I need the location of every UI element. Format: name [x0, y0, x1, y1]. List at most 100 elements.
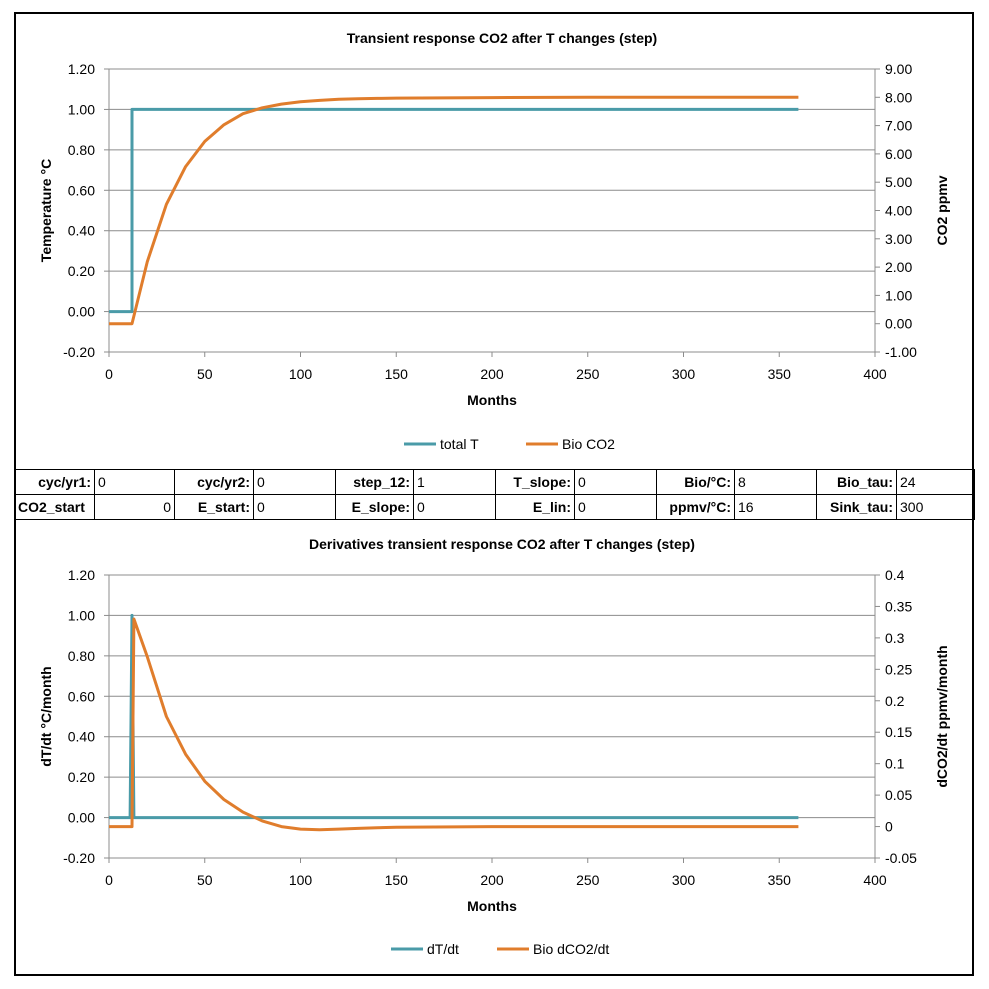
legend-label-total-t: total T [440, 436, 479, 452]
legend-label-bio-dco2-dt: Bio dCO2/dt [533, 941, 609, 957]
y2-tick-label: 7.00 [885, 118, 912, 134]
y2-tick-label: 8.00 [885, 89, 912, 105]
x-tick-label: 150 [385, 366, 409, 382]
legend-item-bio-co2: Bio CO2 [526, 436, 615, 452]
param-label-ppmv-per-c: ppmv/°C: [656, 494, 735, 520]
y2-tick-label: 0.15 [885, 724, 912, 740]
y-tick-label: 0.40 [68, 729, 95, 745]
series-line-bio-co2 [109, 95, 799, 326]
param-label-cyc-yr2: cyc/yr2: [174, 469, 254, 495]
chart-co2-response: Transient response CO2 after T changes (… [38, 30, 950, 452]
x-tick-label: 400 [863, 872, 887, 888]
y-axis-title: Temperature °C [38, 159, 54, 262]
param-label-sink-tau: Sink_tau: [816, 494, 897, 520]
y2-tick-label: 0.4 [885, 567, 905, 583]
x-tick-label: 250 [576, 366, 600, 382]
x-tick-label: 100 [289, 872, 313, 888]
param-label-e-start: E_start: [174, 494, 254, 520]
param-value-step-12[interactable]: 1 [413, 469, 496, 495]
y2-axis-title: dCO2/dt ppmv/month [934, 645, 950, 787]
x-tick-label: 300 [672, 366, 696, 382]
y-tick-label: -0.20 [63, 850, 95, 866]
x-tick-label: 100 [289, 366, 313, 382]
param-label-bio-per-c: Bio/°C: [656, 469, 735, 495]
param-value-sink-tau[interactable]: 300 [896, 494, 975, 520]
x-tick-label: 300 [672, 872, 696, 888]
y2-tick-label: 0.00 [885, 316, 912, 332]
y-tick-label: 1.20 [68, 61, 95, 77]
param-row-2: CO2_start 0 E_start: 0 E_slope: 0 E_lin:… [14, 494, 975, 520]
param-row-1: cyc/yr1: 0 cyc/yr2: 0 step_12: 1 T_slope… [14, 469, 975, 495]
y-tick-label: 0.60 [68, 688, 95, 704]
y2-tick-label: 5.00 [885, 174, 912, 190]
series-line-bio-dco2-dt [109, 617, 799, 832]
x-tick-label: 250 [576, 872, 600, 888]
y2-tick-label: 6.00 [885, 146, 912, 162]
y-tick-label: 0.40 [68, 223, 95, 239]
y-tick-label: -0.20 [63, 344, 95, 360]
y2-tick-label: 0.05 [885, 787, 912, 803]
y2-tick-label: 3.00 [885, 231, 912, 247]
x-tick-label: 0 [105, 872, 113, 888]
y2-tick-label: 4.00 [885, 203, 912, 219]
param-label-t-slope: T_slope: [495, 469, 575, 495]
x-axis-title: Months [467, 392, 517, 408]
y2-tick-label: 0.25 [885, 661, 912, 677]
param-label-co2-start: CO2_start [14, 494, 95, 520]
param-value-cyc-yr2[interactable]: 0 [253, 469, 336, 495]
chart-title: Derivatives transient response CO2 after… [309, 536, 695, 552]
legend-label-dt-dt: dT/dt [427, 941, 459, 957]
param-label-e-slope: E_slope: [335, 494, 414, 520]
param-value-e-start[interactable]: 0 [253, 494, 336, 520]
param-label-step-12: step_12: [335, 469, 414, 495]
y2-tick-label: 0.2 [885, 693, 905, 709]
y-tick-label: 1.20 [68, 567, 95, 583]
param-value-cyc-yr1[interactable]: 0 [94, 469, 175, 495]
y2-tick-label: 0.1 [885, 756, 905, 772]
x-tick-label: 350 [768, 872, 792, 888]
x-axis-title: Months [467, 898, 517, 914]
series-line-dt-dt [109, 613, 799, 820]
param-value-t-slope[interactable]: 0 [574, 469, 657, 495]
legend-item-bio-dco2-dt: Bio dCO2/dt [497, 941, 609, 957]
y-tick-label: 0.20 [68, 263, 95, 279]
x-tick-label: 50 [197, 366, 213, 382]
x-tick-label: 200 [480, 872, 504, 888]
legend-item-dt-dt: dT/dt [391, 941, 459, 957]
x-tick-label: 50 [197, 872, 213, 888]
y-axis-title: dT/dt °C/month [38, 666, 54, 766]
y2-axis-title: CO2 ppmv [934, 175, 950, 245]
y2-tick-label: 0 [885, 819, 893, 835]
y-tick-label: 0.80 [68, 648, 95, 664]
x-tick-label: 350 [768, 366, 792, 382]
y2-tick-label: 0.35 [885, 598, 912, 614]
y-tick-label: 1.00 [68, 607, 95, 623]
y-tick-label: 0.60 [68, 182, 95, 198]
chart-title: Transient response CO2 after T changes (… [347, 30, 657, 46]
x-tick-label: 400 [863, 366, 887, 382]
y2-tick-label: 1.00 [885, 287, 912, 303]
y2-tick-label: 9.00 [885, 61, 912, 77]
y2-tick-label: -0.05 [885, 850, 917, 866]
y2-tick-label: -1.00 [885, 344, 917, 360]
param-value-bio-per-c[interactable]: 8 [734, 469, 817, 495]
param-label-e-lin: E_lin: [495, 494, 575, 520]
legend-item-total-t: total T [404, 436, 479, 452]
param-value-e-lin[interactable]: 0 [574, 494, 657, 520]
param-value-e-slope[interactable]: 0 [413, 494, 496, 520]
param-value-bio-tau[interactable]: 24 [896, 469, 975, 495]
series-line-total-t [109, 107, 799, 314]
y-tick-label: 0.00 [68, 304, 95, 320]
x-tick-label: 0 [105, 366, 113, 382]
param-value-ppmv-per-c[interactable]: 16 [734, 494, 817, 520]
param-value-co2-start[interactable]: 0 [94, 494, 175, 520]
y-tick-label: 0.80 [68, 142, 95, 158]
x-tick-label: 150 [385, 872, 409, 888]
chart-derivatives: Derivatives transient response CO2 after… [38, 536, 950, 957]
y-tick-label: 0.20 [68, 769, 95, 785]
x-tick-label: 200 [480, 366, 504, 382]
parameter-table: cyc/yr1: 0 cyc/yr2: 0 step_12: 1 T_slope… [14, 469, 975, 520]
y-tick-label: 0.00 [68, 810, 95, 826]
param-label-cyc-yr1: cyc/yr1: [14, 469, 95, 495]
y-tick-label: 1.00 [68, 101, 95, 117]
